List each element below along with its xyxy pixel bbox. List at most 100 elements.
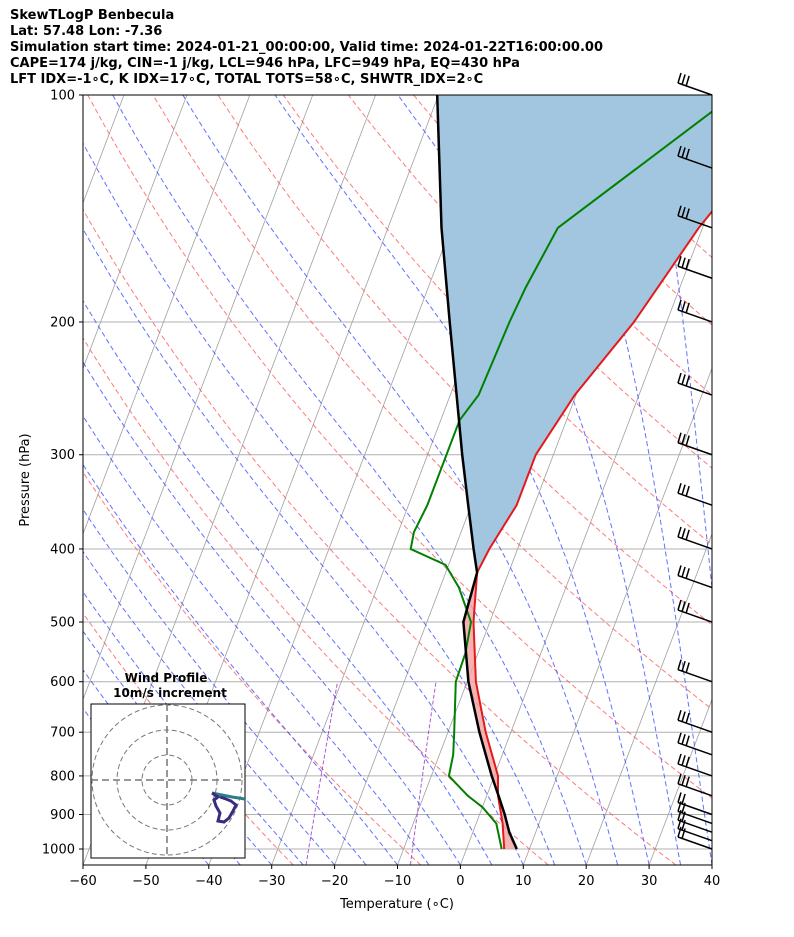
simulation-times: Simulation start time: 2024-01-21_00:00:… (10, 40, 603, 55)
wind-barb-staff (677, 669, 713, 683)
moist-adiabat (83, 361, 461, 865)
wind-barb-flag (685, 75, 690, 87)
wind-barb (677, 256, 713, 279)
wind-barb-flag (681, 74, 686, 85)
parcel-line (435, 95, 518, 850)
wind-barb (677, 299, 713, 323)
wind-barb-flag (681, 755, 686, 766)
wind-barb-staff (677, 742, 713, 756)
wind-barb-flag (681, 660, 686, 672)
wind-barb-flag (681, 601, 686, 612)
wind-barb-flag (677, 372, 682, 384)
wind-barb-flag (685, 756, 690, 768)
wind-barb-flag (681, 734, 686, 745)
wind-barb (677, 526, 713, 550)
wind-barb (677, 145, 713, 169)
wind-barb-flag (685, 302, 690, 314)
y-axis-label: Pressure (hPa) (18, 433, 33, 526)
dry-adiabat (83, 471, 422, 865)
mixing-ratio-line (305, 681, 338, 865)
wind-barb-flag (685, 529, 690, 541)
wind-barb-flag (681, 301, 686, 312)
wind-barb-staff (677, 492, 713, 506)
cape-cin-shading (437, 95, 712, 849)
wind-barb-flag (677, 205, 682, 216)
wind-barb-flag (685, 435, 690, 446)
wind-barb-staff (677, 155, 713, 169)
wind-barb-staff (677, 382, 713, 396)
profile-lines (409, 95, 712, 850)
wind-barb-staff (677, 215, 713, 229)
wind-barb-flag (677, 709, 682, 721)
isotherm--80 (83, 95, 251, 536)
wind-barb-flag (677, 565, 682, 576)
wind-barb (677, 826, 713, 850)
wind-barb (677, 659, 713, 683)
index-summary: LFT IDX=-1∘C, K IDX=17∘C, TOTAL TOTS=58∘… (10, 72, 484, 87)
isotherm-30 (648, 698, 712, 865)
y-tick-label: 200 (50, 315, 75, 330)
wind-barb-staff (677, 82, 713, 96)
wind-barb-flag (677, 826, 682, 838)
wind-barb-flag (677, 659, 682, 670)
x-axis-label: Temperature (∘C) (339, 897, 454, 912)
hodograph-frame (90, 703, 246, 859)
mixing-ratio-line (409, 681, 437, 865)
wind-barb-flag (677, 299, 682, 311)
isotherm-20 (585, 532, 712, 865)
hodograph-title: Wind Profile (125, 671, 208, 685)
isotherm-10 (522, 367, 712, 865)
wind-barb-staff (677, 609, 713, 623)
y-tick-label: 100 (50, 89, 75, 104)
y-tick-label: 800 (50, 769, 75, 784)
wind-barb-flag (685, 735, 690, 746)
dewpoint-line (409, 110, 712, 850)
wind-barb-flag (685, 375, 690, 387)
x-tick-label: −20 (321, 874, 348, 889)
wind-barb (677, 565, 713, 589)
moist-adiabat (83, 591, 304, 865)
wind-barb-flag (677, 526, 682, 538)
wind-barb-flag (681, 828, 686, 839)
wind-barb-staff (677, 819, 713, 833)
isotherm-40 (711, 863, 712, 865)
isotherm--90 (83, 95, 188, 370)
wind-barb-flag (681, 433, 686, 445)
wind-barb (677, 709, 713, 733)
cape-summary: CAPE=174 j/kg, CIN=-1 j/kg, LCL=946 hPa,… (10, 56, 520, 71)
wind-barb-staff (677, 265, 713, 279)
wind-barb (677, 483, 713, 506)
wind-barb-flag (681, 206, 686, 218)
wind-barb-flag (677, 483, 682, 494)
wind-barb-flag (677, 753, 682, 765)
wind-barb-flag (681, 793, 686, 805)
wind-barb-flag (685, 258, 690, 270)
wind-barb-flag (677, 256, 682, 267)
moist-adiabat (112, 95, 587, 865)
wind-barb-flag (681, 711, 686, 722)
y-tick-label: 1000 (42, 843, 75, 858)
moist-adiabat (83, 463, 398, 865)
wind-barb-staff (677, 574, 713, 589)
x-tick-label: 0 (456, 874, 464, 889)
station-title: SkewTLogP Benbecula (10, 8, 175, 23)
wind-barb (677, 599, 713, 623)
y-tick-label: 900 (50, 808, 75, 823)
wind-barb-flag (685, 485, 690, 497)
hodograph-trace-lower (211, 791, 238, 824)
isotherm-0 (460, 201, 712, 865)
hodograph: Wind Profile 10m/s increment (90, 671, 246, 859)
wind-barb-flag (685, 148, 690, 160)
wind-barb (677, 432, 713, 456)
wind-barb-staff (677, 442, 713, 456)
wind-barb-flag (685, 712, 690, 724)
moist-adiabat (83, 299, 493, 865)
moist-adiabat (83, 508, 367, 865)
moist-adiabat (83, 415, 430, 865)
axes: −60 −50 −40 −30 −20 −10 0 10 20 30 40 100 200 300 400 5… (42, 89, 720, 890)
wind-barb (677, 773, 713, 797)
wind-barb-flag (685, 208, 690, 219)
wind-barb-staff (677, 810, 713, 825)
wind-barb (677, 753, 713, 777)
